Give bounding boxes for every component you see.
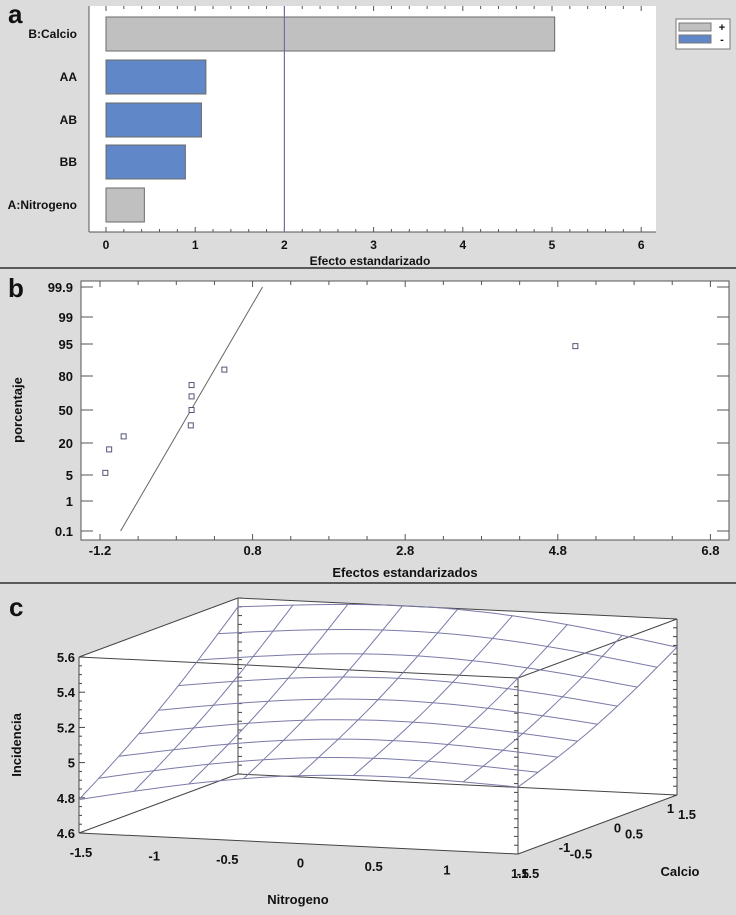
y-tick-label: 1 — [667, 801, 674, 816]
x-tick-label: 1.5 — [511, 866, 529, 881]
y-tick-label: 1 — [66, 494, 73, 509]
panel-b-letter: b — [8, 273, 24, 303]
panel-a: a 0 1 2 3 4 5 6 Efecto estandarizado B:Calcio AA A… — [0, 0, 736, 268]
y-tick-label: 80 — [59, 369, 73, 384]
y-tick-label: -1.5 — [517, 866, 539, 881]
x-tick-label: 0 — [103, 238, 110, 252]
y-tick-label: -0.5 — [570, 846, 592, 861]
z-tick-label: 5.2 — [57, 720, 75, 735]
category-label: B:Calcio — [28, 27, 77, 41]
y-tick-label: 5 — [66, 468, 73, 483]
box-edge — [237, 773, 678, 796]
x-tick-label: 6.8 — [701, 543, 719, 558]
bar-anitrogeno — [105, 187, 145, 223]
box-edge — [237, 597, 678, 620]
x-tick-label: 3 — [370, 238, 377, 252]
legend-label: + — [719, 22, 725, 34]
data-point — [221, 366, 228, 373]
x-tick-label: 0.8 — [244, 543, 262, 558]
y-axis-title: Calcio — [660, 864, 699, 879]
panel-c: c 4.6 4.8 5 5.2 5.4 5.6 Incidencia -1.5 -1 -0.5 0 0… — [0, 584, 736, 915]
y-tick-label: 50 — [59, 403, 73, 418]
box-edge — [78, 773, 239, 834]
box-edge — [78, 656, 519, 679]
y-axis-title: porcentaje — [10, 377, 25, 443]
panel-separator — [0, 267, 736, 269]
panel-a-letter: a — [8, 0, 23, 29]
y-tick-label: 0 — [614, 821, 621, 836]
category-label: AA — [60, 70, 78, 84]
category-label: A:Nitrogeno — [8, 198, 77, 212]
box-edge — [78, 832, 519, 855]
x-tick-label: 0 — [297, 856, 304, 871]
legend-label: - — [720, 34, 724, 46]
data-point — [102, 469, 109, 476]
x-tick-label: -0.5 — [216, 852, 238, 867]
data-point — [188, 382, 195, 389]
box-edge — [517, 618, 678, 679]
data-point — [188, 393, 195, 400]
x-tick-label: -1 — [148, 849, 160, 864]
bar-ab — [105, 102, 202, 138]
y-tick-label: 1.5 — [678, 807, 696, 822]
panel-c-letter: c — [9, 592, 24, 622]
y-tick-label: 20 — [59, 436, 73, 451]
legend-swatch — [678, 34, 712, 44]
x-tick-label: 0.5 — [365, 859, 383, 874]
x-axis-title: Efectos estandarizados — [332, 565, 477, 580]
data-point — [572, 343, 579, 350]
x-tick-label: 4 — [459, 238, 466, 252]
legend-swatch — [678, 22, 712, 32]
y-tick-label: 99 — [59, 310, 73, 325]
x-tick-label: 2.8 — [396, 543, 414, 558]
x-tick-label: 6 — [638, 238, 645, 252]
z-tick-label: 4.6 — [57, 826, 75, 841]
data-point — [120, 433, 127, 440]
category-label: BB — [60, 155, 78, 169]
box-edge — [517, 794, 678, 855]
x-tick-label: 1 — [192, 238, 199, 252]
box-edge — [78, 597, 239, 658]
category-label: AB — [60, 113, 78, 127]
panel-b: b -1.2 0.8 2.8 4.8 6.8 Efectos estandarizados… — [0, 269, 736, 583]
y-tick-label: 95 — [59, 337, 73, 352]
y-tick-label: 0.5 — [625, 827, 643, 842]
x-tick-label: 1 — [443, 863, 450, 878]
data-point — [106, 446, 113, 453]
normal-probability-plot: -1.2 0.8 2.8 4.8 6.8 Efectos estandarizados 0.… — [10, 280, 730, 580]
x-tick-label: -1.2 — [89, 543, 111, 558]
x-tick-label: 4.8 — [549, 543, 567, 558]
bar-bcalcio — [105, 16, 556, 52]
y-tick-label: 0.1 — [55, 524, 73, 539]
z-tick-label: 5 — [68, 756, 75, 771]
plot-area — [81, 281, 729, 540]
bar-bb — [105, 144, 186, 180]
y-tick-label: -1 — [559, 840, 571, 855]
z-tick-label: 5.6 — [57, 650, 75, 665]
x-axis-title: Efecto estandarizado — [310, 254, 431, 268]
data-point — [187, 422, 194, 429]
legend: +- — [675, 18, 731, 50]
surface-mesh — [78, 603, 678, 801]
panel-separator — [0, 582, 736, 584]
bar-aa — [105, 59, 207, 95]
x-tick-label: 5 — [549, 238, 556, 252]
x-axis-title: Nitrogeno — [267, 892, 328, 907]
y-tick-label: 99.9 — [48, 280, 73, 295]
data-point — [188, 407, 195, 413]
standardized-effect-bar-chart: 0 1 2 3 4 5 6 Efecto estandarizado B:Calcio AA AB B… — [8, 6, 731, 268]
z-tick-label: 4.8 — [57, 791, 75, 806]
x-tick-label: -1.5 — [70, 845, 92, 860]
z-axis-title: Incidencia — [9, 712, 24, 776]
z-tick-label: 5.4 — [57, 685, 76, 700]
x-tick-label: 2 — [281, 238, 288, 252]
